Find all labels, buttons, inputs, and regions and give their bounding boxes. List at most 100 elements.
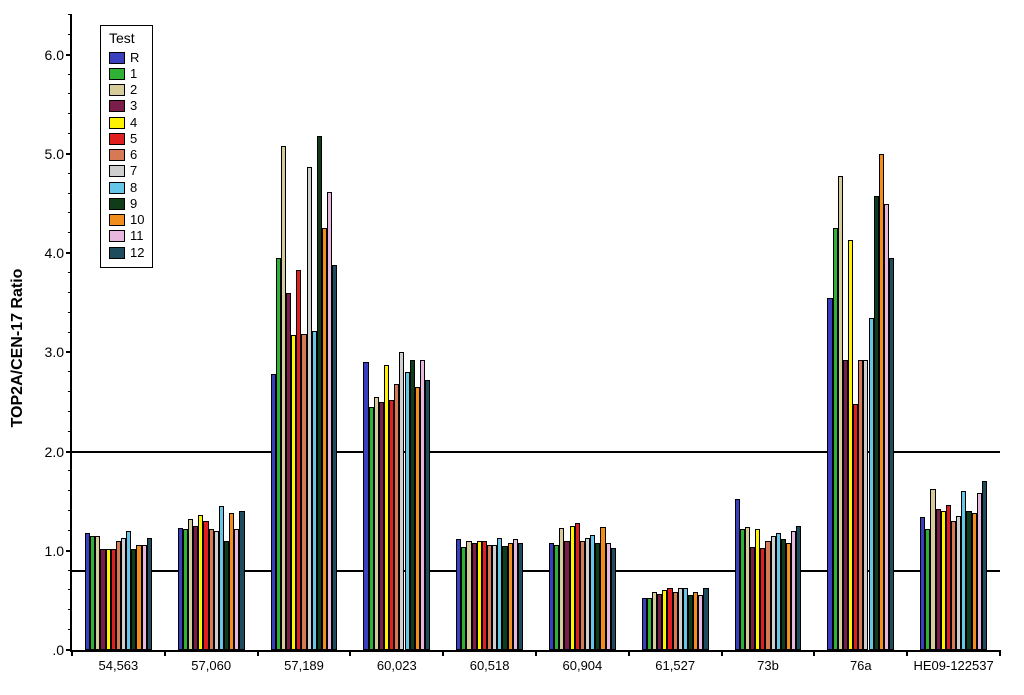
- bar: [518, 543, 523, 650]
- legend-label: 2: [130, 82, 137, 98]
- x-tick: [164, 650, 166, 656]
- x-tick: [906, 650, 908, 656]
- legend-item: 5: [109, 131, 144, 147]
- x-tick: [813, 650, 815, 656]
- legend-item: 6: [109, 147, 144, 163]
- legend-label: 10: [130, 212, 144, 228]
- legend-item: 7: [109, 163, 144, 179]
- y-minor-tick: [68, 312, 72, 313]
- x-tick: [71, 650, 73, 656]
- y-minor-tick: [68, 113, 72, 114]
- bar: [889, 258, 894, 650]
- y-minor-tick: [68, 74, 72, 75]
- y-minor-tick: [68, 14, 72, 15]
- y-minor-tick: [68, 272, 72, 273]
- legend-items: R123456789101112: [109, 50, 144, 261]
- x-tick: [257, 650, 259, 656]
- legend-swatch: [109, 198, 125, 210]
- plot-area: .01.02.03.04.05.06.054,56357,06057,18960…: [70, 15, 1000, 652]
- bar: [147, 538, 152, 650]
- legend-title: Test: [109, 30, 144, 48]
- x-tick: [999, 650, 1001, 656]
- y-tick-label: 4.0: [45, 245, 72, 261]
- legend-item: 3: [109, 98, 144, 114]
- legend-item: 1: [109, 66, 144, 82]
- x-tick: [721, 650, 723, 656]
- y-minor-tick: [68, 34, 72, 35]
- legend-item: 8: [109, 180, 144, 196]
- y-minor-tick: [68, 411, 72, 412]
- bar: [611, 548, 616, 650]
- legend-swatch: [109, 214, 125, 226]
- legend-label: 1: [130, 66, 137, 82]
- y-minor-tick: [68, 629, 72, 630]
- x-category-label: 60,023: [377, 650, 417, 673]
- legend-swatch: [109, 230, 125, 242]
- y-minor-tick: [68, 431, 72, 432]
- x-tick: [442, 650, 444, 656]
- x-category-label: HE09-122537: [913, 650, 993, 673]
- x-category-label: 57,189: [284, 650, 324, 673]
- y-tick-label: .0: [52, 642, 72, 658]
- x-category-label: 54,563: [99, 650, 139, 673]
- y-minor-tick: [68, 232, 72, 233]
- y-minor-tick: [68, 173, 72, 174]
- x-category-label: 76a: [850, 650, 872, 673]
- y-axis-title: TOP2A/CEN-17 Ratio: [9, 268, 27, 427]
- legend-swatch: [109, 84, 125, 96]
- legend-label: 9: [130, 196, 137, 212]
- y-minor-tick: [68, 470, 72, 471]
- y-tick-label: 6.0: [45, 47, 72, 63]
- legend-label: 11: [130, 228, 144, 244]
- legend-label: 8: [130, 180, 137, 196]
- y-minor-tick: [68, 332, 72, 333]
- legend-swatch: [109, 52, 125, 64]
- legend-item: 10: [109, 212, 144, 228]
- legend-label: 4: [130, 115, 137, 131]
- legend-label: 12: [130, 245, 144, 261]
- y-minor-tick: [68, 530, 72, 531]
- y-minor-tick: [68, 133, 72, 134]
- legend-swatch: [109, 68, 125, 80]
- y-minor-tick: [68, 292, 72, 293]
- bar: [425, 380, 430, 650]
- x-category-label: 61,527: [655, 650, 695, 673]
- x-tick: [628, 650, 630, 656]
- legend-swatch: [109, 247, 125, 259]
- chart-container: TOP2A/CEN-17 Ratio .0 1.0 2.0 3.0 4.0 5.0 6.0 5…: [0, 0, 1024, 695]
- y-minor-tick: [68, 193, 72, 194]
- bar: [796, 526, 801, 650]
- legend-label: R: [130, 50, 139, 66]
- y-minor-tick: [68, 371, 72, 372]
- bar: [703, 588, 708, 650]
- y-minor-tick: [68, 609, 72, 610]
- y-tick-label: 3.0: [45, 344, 72, 360]
- x-category-label: 73b: [757, 650, 779, 673]
- y-minor-tick: [68, 510, 72, 511]
- y-tick-label: 5.0: [45, 146, 72, 162]
- legend-swatch: [109, 165, 125, 177]
- bar: [982, 481, 987, 650]
- y-minor-tick: [68, 93, 72, 94]
- x-tick: [349, 650, 351, 656]
- legend-swatch: [109, 182, 125, 194]
- legend-item: 9: [109, 196, 144, 212]
- bar: [332, 265, 337, 650]
- y-minor-tick: [68, 212, 72, 213]
- legend-label: 3: [130, 98, 137, 114]
- legend-label: 7: [130, 163, 137, 179]
- legend-swatch: [109, 149, 125, 161]
- x-category-label: 60,518: [470, 650, 510, 673]
- y-tick-label: 1.0: [45, 543, 72, 559]
- x-category-label: 57,060: [191, 650, 231, 673]
- legend-item: 11: [109, 228, 144, 244]
- legend-label: 6: [130, 147, 137, 163]
- legend-item: 12: [109, 245, 144, 261]
- legend-item: 2: [109, 82, 144, 98]
- y-minor-tick: [68, 490, 72, 491]
- y-tick-label: 2.0: [45, 444, 72, 460]
- x-tick: [535, 650, 537, 656]
- legend-label: 5: [130, 131, 137, 147]
- legend-swatch: [109, 133, 125, 145]
- y-minor-tick: [68, 391, 72, 392]
